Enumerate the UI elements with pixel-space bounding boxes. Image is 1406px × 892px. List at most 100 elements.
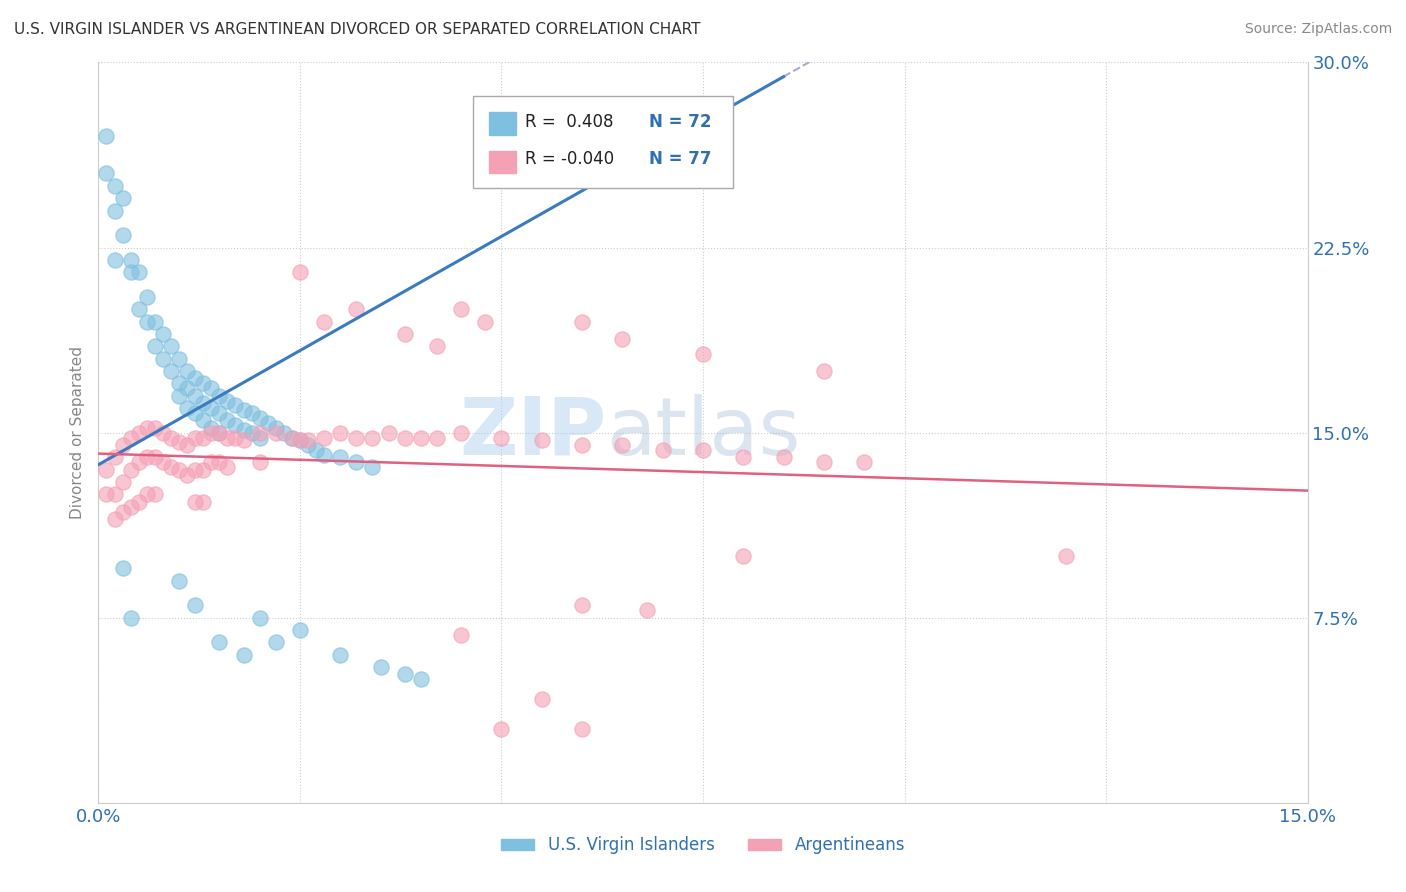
- Point: [167, 376, 190, 391]
- Point: [692, 442, 714, 457]
- Point: [571, 722, 593, 736]
- Point: [152, 351, 174, 366]
- Point: [344, 302, 367, 317]
- Point: [193, 396, 215, 410]
- Point: [184, 406, 207, 420]
- Point: [394, 431, 416, 445]
- Point: [96, 462, 118, 476]
- Point: [103, 450, 125, 465]
- Point: [120, 500, 142, 514]
- Point: [152, 326, 174, 341]
- Point: [184, 494, 207, 508]
- Point: [314, 314, 336, 328]
- Point: [184, 388, 207, 402]
- Point: [103, 203, 125, 218]
- Point: [208, 406, 231, 420]
- Text: R = -0.040: R = -0.040: [526, 150, 614, 168]
- Point: [111, 191, 134, 205]
- Point: [103, 252, 125, 267]
- Point: [370, 660, 392, 674]
- Point: [193, 431, 215, 445]
- Point: [264, 420, 287, 434]
- Point: [208, 455, 231, 469]
- Point: [426, 431, 449, 445]
- Point: [409, 431, 432, 445]
- Point: [160, 339, 183, 353]
- Point: [450, 302, 472, 317]
- Point: [288, 265, 311, 279]
- Point: [232, 403, 254, 417]
- Point: [344, 455, 367, 469]
- Point: [329, 648, 352, 662]
- Point: [361, 460, 384, 475]
- Point: [813, 364, 835, 378]
- Point: [491, 722, 513, 736]
- Point: [281, 431, 304, 445]
- Point: [96, 129, 118, 144]
- Text: U.S. VIRGIN ISLANDER VS ARGENTINEAN DIVORCED OR SEPARATED CORRELATION CHART: U.S. VIRGIN ISLANDER VS ARGENTINEAN DIVO…: [14, 22, 700, 37]
- Point: [120, 265, 142, 279]
- Point: [612, 332, 634, 346]
- Point: [249, 610, 271, 624]
- Text: N = 72: N = 72: [648, 112, 711, 130]
- Point: [224, 431, 246, 445]
- Point: [167, 351, 190, 366]
- Point: [217, 460, 239, 475]
- Point: [232, 433, 254, 447]
- Point: [692, 346, 714, 360]
- Point: [103, 487, 125, 501]
- Point: [256, 416, 278, 430]
- Text: R =  0.408: R = 0.408: [526, 112, 614, 130]
- Point: [128, 265, 150, 279]
- Point: [176, 381, 198, 395]
- Point: [143, 450, 166, 465]
- Point: [249, 410, 271, 425]
- Point: [176, 467, 198, 482]
- Point: [128, 494, 150, 508]
- Point: [217, 393, 239, 408]
- Point: [200, 401, 222, 415]
- Point: [120, 252, 142, 267]
- Point: [167, 388, 190, 402]
- Point: [120, 431, 142, 445]
- Point: [249, 455, 271, 469]
- Point: [249, 425, 271, 440]
- Text: Source: ZipAtlas.com: Source: ZipAtlas.com: [1244, 22, 1392, 37]
- Point: [120, 462, 142, 476]
- Point: [813, 455, 835, 469]
- Point: [394, 667, 416, 681]
- Point: [394, 326, 416, 341]
- Point: [273, 425, 295, 440]
- Point: [264, 635, 287, 649]
- Point: [135, 314, 157, 328]
- Point: [208, 425, 231, 440]
- Legend: U.S. Virgin Islanders, Argentineans: U.S. Virgin Islanders, Argentineans: [495, 830, 911, 861]
- Point: [297, 438, 319, 452]
- Point: [571, 314, 593, 328]
- Point: [103, 512, 125, 526]
- Point: [853, 455, 876, 469]
- Point: [772, 450, 794, 465]
- Point: [160, 431, 183, 445]
- Point: [281, 431, 304, 445]
- Point: [288, 433, 311, 447]
- Point: [135, 450, 157, 465]
- Point: [288, 433, 311, 447]
- Point: [571, 438, 593, 452]
- Point: [193, 413, 215, 427]
- Point: [111, 228, 134, 243]
- Point: [224, 418, 246, 433]
- Point: [120, 610, 142, 624]
- Point: [612, 438, 634, 452]
- Point: [208, 635, 231, 649]
- Point: [184, 462, 207, 476]
- Text: ZIP: ZIP: [458, 393, 606, 472]
- Point: [200, 420, 222, 434]
- Point: [128, 302, 150, 317]
- Text: atlas: atlas: [606, 393, 800, 472]
- Point: [288, 623, 311, 637]
- Point: [176, 401, 198, 415]
- Point: [232, 648, 254, 662]
- Point: [571, 599, 593, 613]
- Point: [176, 364, 198, 378]
